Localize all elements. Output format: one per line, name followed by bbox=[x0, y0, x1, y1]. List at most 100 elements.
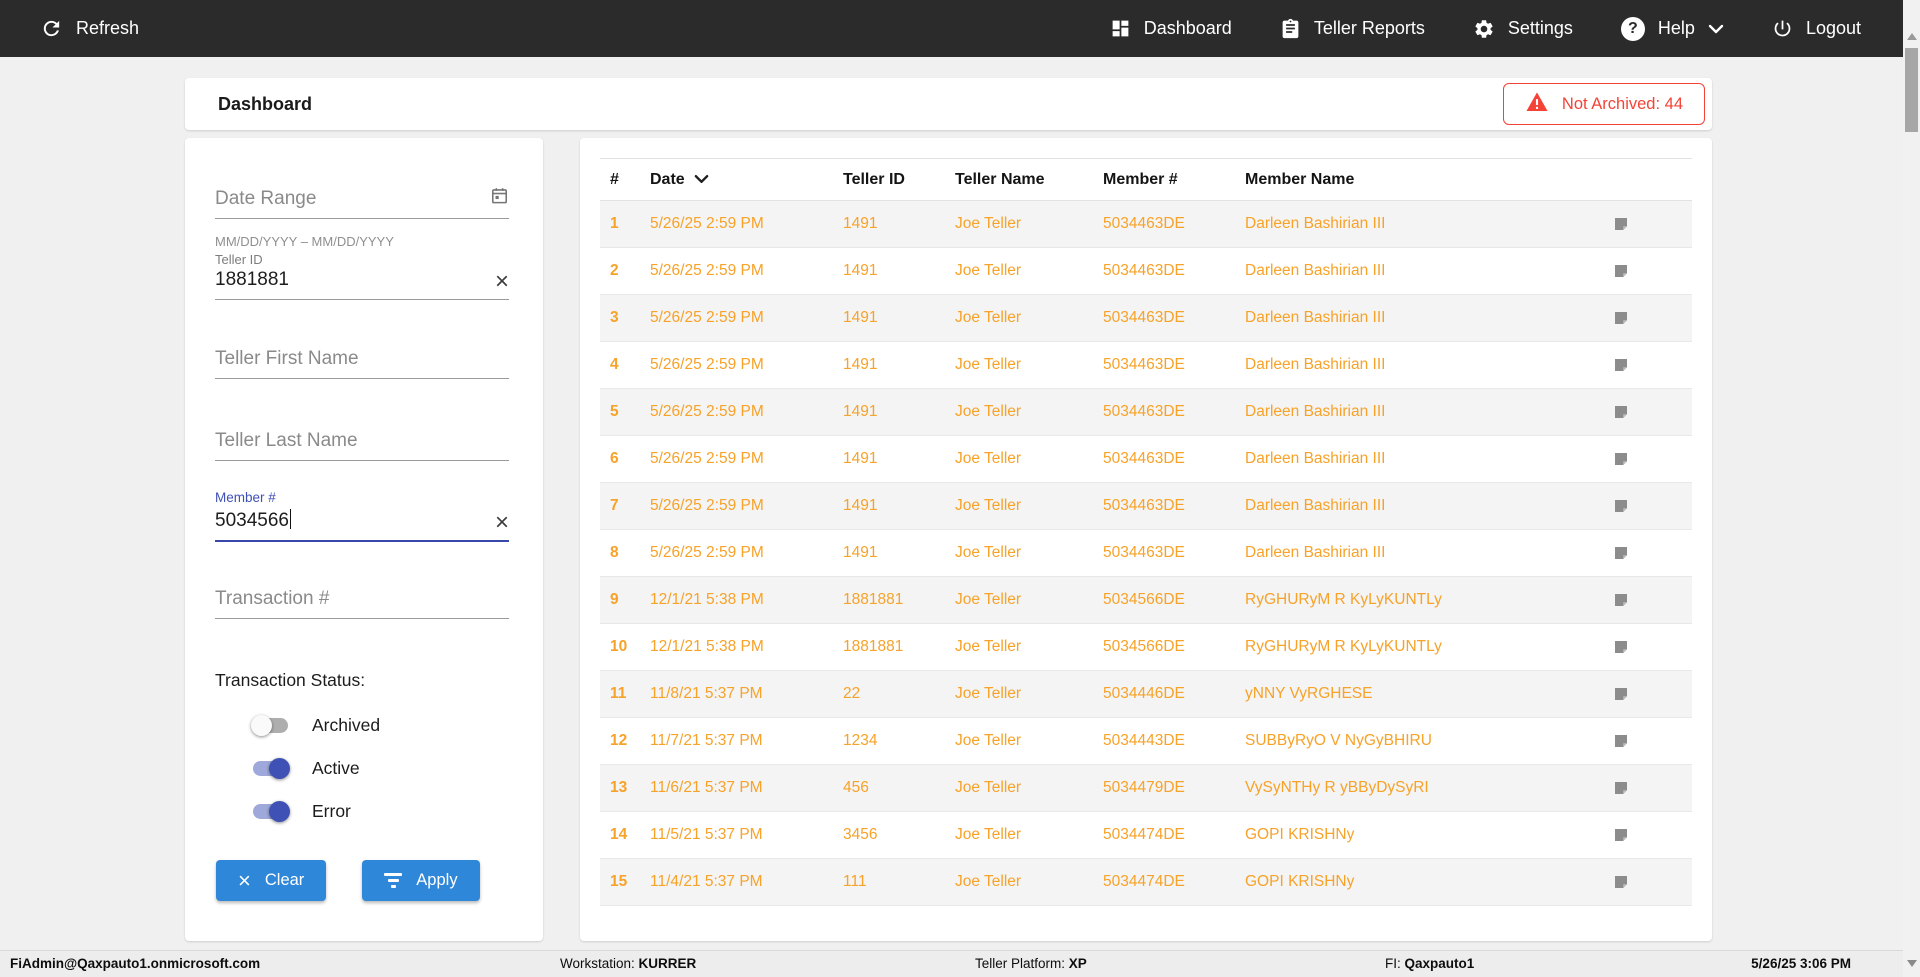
row-number: 3 bbox=[610, 309, 619, 326]
vertical-scrollbar[interactable] bbox=[1903, 0, 1920, 977]
date-range-field[interactable]: Date Range bbox=[215, 186, 509, 219]
cell-member-name: yNNY VyRGHESE bbox=[1245, 685, 1373, 702]
note-icon[interactable] bbox=[1612, 544, 1630, 562]
teller-first-name-field[interactable]: Teller First Name bbox=[215, 348, 509, 379]
teller-id-input[interactable]: 1881881 bbox=[215, 269, 289, 290]
note-icon[interactable] bbox=[1612, 309, 1630, 327]
toggle-label: Archived bbox=[312, 715, 381, 735]
cell-member-number: 5034463DE bbox=[1103, 544, 1185, 561]
note-icon[interactable] bbox=[1612, 215, 1630, 233]
refresh-icon bbox=[40, 17, 63, 40]
table-row[interactable]: 13 11/6/21 5:37 PM 456 Joe Teller 503447… bbox=[600, 765, 1692, 812]
clear-button[interactable]: × Clear bbox=[216, 860, 327, 901]
table-row[interactable]: 2 5/26/25 2:59 PM 1491 Joe Teller 503446… bbox=[600, 248, 1692, 295]
refresh-button[interactable]: Refresh bbox=[40, 17, 139, 40]
member-number-input[interactable]: 5034566 bbox=[215, 509, 292, 532]
note-icon[interactable] bbox=[1612, 497, 1630, 515]
table-row[interactable]: 4 5/26/25 2:59 PM 1491 Joe Teller 503446… bbox=[600, 342, 1692, 389]
row-number: 7 bbox=[610, 497, 619, 514]
apply-button-label: Apply bbox=[416, 871, 458, 889]
calendar-icon[interactable] bbox=[490, 186, 509, 210]
row-number: 15 bbox=[610, 873, 628, 890]
scroll-down-arrow[interactable] bbox=[1907, 960, 1917, 967]
nav-item-label: Dashboard bbox=[1143, 18, 1232, 38]
scroll-up-arrow[interactable] bbox=[1907, 33, 1917, 40]
teller-last-name-field[interactable]: Teller Last Name bbox=[215, 430, 509, 461]
nav-item-teller-reports[interactable]: Teller Reports bbox=[1280, 18, 1425, 39]
note-icon[interactable] bbox=[1612, 685, 1630, 703]
table-row[interactable]: 11 11/8/21 5:37 PM 22 Joe Teller 5034446… bbox=[600, 671, 1692, 718]
table-row[interactable]: 9 12/1/21 5:38 PM 1881881 Joe Teller 503… bbox=[600, 577, 1692, 624]
cell-date: 5/26/25 2:59 PM bbox=[650, 356, 764, 373]
nav-item-logout[interactable]: Logout bbox=[1772, 18, 1861, 39]
sort-desc-icon[interactable] bbox=[694, 171, 709, 189]
header-member-number[interactable]: Member # bbox=[1103, 170, 1178, 188]
cell-member-number: 5034463DE bbox=[1103, 450, 1185, 467]
toggle-error[interactable]: Error bbox=[253, 790, 380, 833]
row-number: 9 bbox=[610, 591, 619, 608]
toggle-switch[interactable] bbox=[251, 715, 288, 736]
table-row[interactable]: 10 12/1/21 5:38 PM 1881881 Joe Teller 50… bbox=[600, 624, 1692, 671]
cell-teller-id: 22 bbox=[843, 685, 861, 702]
note-icon[interactable] bbox=[1612, 450, 1630, 468]
table-row[interactable]: 6 5/26/25 2:59 PM 1491 Joe Teller 503446… bbox=[600, 436, 1692, 483]
nav-item-label: Help bbox=[1657, 18, 1695, 38]
cell-teller-name: Joe Teller bbox=[955, 826, 1022, 843]
table-row[interactable]: 8 5/26/25 2:59 PM 1491 Joe Teller 503446… bbox=[600, 530, 1692, 577]
cell-member-name: Darleen Bashirian III bbox=[1245, 262, 1386, 279]
cell-teller-name: Joe Teller bbox=[955, 403, 1022, 420]
cell-member-number: 5034443DE bbox=[1103, 732, 1185, 749]
table-row[interactable]: 12 11/7/21 5:37 PM 1234 Joe Teller 50344… bbox=[600, 718, 1692, 765]
note-icon[interactable] bbox=[1612, 779, 1630, 797]
header-date[interactable]: Date bbox=[650, 171, 843, 189]
toggle-archived[interactable]: Archived bbox=[251, 704, 381, 747]
table-row[interactable]: 15 11/4/21 5:37 PM 111 Joe Teller 503447… bbox=[600, 859, 1692, 906]
toggle-active[interactable]: Active bbox=[253, 747, 380, 790]
toggle-label: Error bbox=[312, 801, 351, 821]
scrollbar-thumb[interactable] bbox=[1905, 48, 1918, 132]
cell-member-name: Darleen Bashirian III bbox=[1245, 497, 1386, 514]
table-row[interactable]: 1 5/26/25 2:59 PM 1491 Joe Teller 503446… bbox=[600, 201, 1692, 248]
teller-id-field[interactable]: 1881881 × bbox=[215, 269, 509, 300]
table-row[interactable]: 5 5/26/25 2:59 PM 1491 Joe Teller 503446… bbox=[600, 389, 1692, 436]
teller-platform-status: Teller Platform: XP bbox=[975, 956, 1087, 971]
note-icon[interactable] bbox=[1612, 826, 1630, 844]
clear-member-number-icon[interactable]: × bbox=[494, 509, 509, 536]
apply-button[interactable]: Apply bbox=[362, 860, 480, 901]
cell-member-number: 5034474DE bbox=[1103, 826, 1185, 843]
note-icon[interactable] bbox=[1612, 356, 1630, 374]
table-row[interactable]: 7 5/26/25 2:59 PM 1491 Joe Teller 503446… bbox=[600, 483, 1692, 530]
toggle-switch[interactable] bbox=[253, 758, 290, 779]
nav-item-settings[interactable]: Settings bbox=[1473, 18, 1573, 40]
not-archived-badge[interactable]: Not Archived: 44 bbox=[1502, 83, 1705, 125]
header-teller-id[interactable]: Teller ID bbox=[843, 170, 905, 188]
toggle-thumb bbox=[269, 801, 290, 822]
cell-teller-name: Joe Teller bbox=[955, 309, 1022, 326]
note-icon[interactable] bbox=[1612, 732, 1630, 750]
cell-member-number: 5034566DE bbox=[1103, 638, 1185, 655]
transaction-number-field[interactable]: Transaction # bbox=[215, 588, 509, 619]
header-teller-name[interactable]: Teller Name bbox=[955, 170, 1045, 188]
toggle-switch[interactable] bbox=[253, 801, 290, 822]
note-icon[interactable] bbox=[1612, 873, 1630, 891]
gear-icon bbox=[1473, 18, 1495, 40]
table-row[interactable]: 3 5/26/25 2:59 PM 1491 Joe Teller 503446… bbox=[600, 295, 1692, 342]
note-icon[interactable] bbox=[1612, 591, 1630, 609]
nav-item-label: Settings bbox=[1507, 18, 1573, 38]
cell-teller-name: Joe Teller bbox=[955, 591, 1022, 608]
note-icon[interactable] bbox=[1612, 638, 1630, 656]
page-header: Dashboard Not Archived: 44 bbox=[185, 78, 1712, 130]
nav-item-dashboard[interactable]: Dashboard bbox=[1110, 18, 1232, 39]
header-member-name[interactable]: Member Name bbox=[1245, 170, 1355, 188]
cell-teller-name: Joe Teller bbox=[955, 262, 1022, 279]
nav-item-help[interactable]: ? Help bbox=[1620, 16, 1724, 41]
note-icon[interactable] bbox=[1612, 403, 1630, 421]
member-number-field[interactable]: 5034566 × bbox=[215, 509, 509, 542]
clear-teller-id-icon[interactable]: × bbox=[494, 268, 509, 295]
row-number: 8 bbox=[610, 544, 619, 561]
table-row[interactable]: 14 11/5/21 5:37 PM 3456 Joe Teller 50344… bbox=[600, 812, 1692, 859]
cell-teller-name: Joe Teller bbox=[955, 779, 1022, 796]
note-icon[interactable] bbox=[1612, 262, 1630, 280]
table-header-row: # Date Teller ID Teller Name Member # Me… bbox=[600, 159, 1692, 201]
transactions-table: # Date Teller ID Teller Name Member # Me… bbox=[600, 158, 1692, 906]
